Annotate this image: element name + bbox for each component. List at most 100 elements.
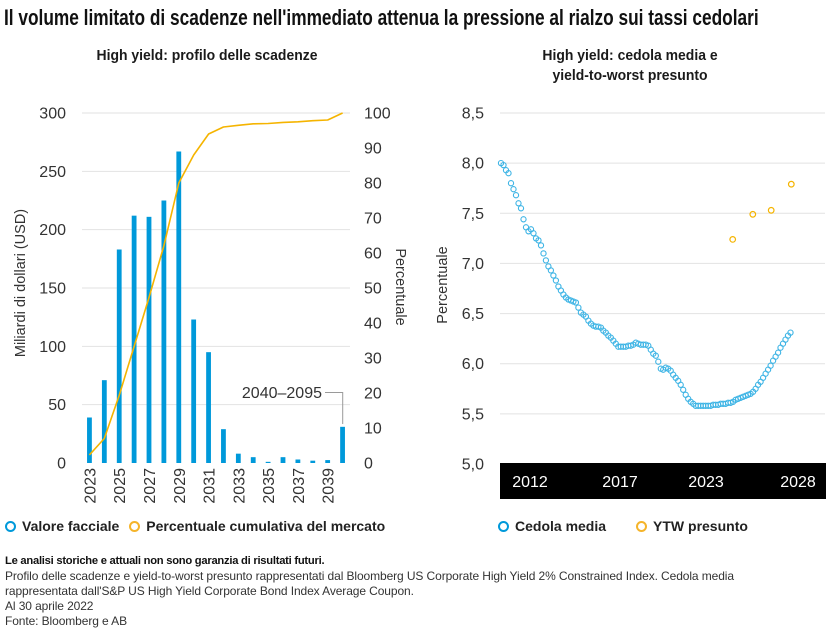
y2-tick-label: 20 [364, 386, 382, 403]
y-tick-label: 7,0 [462, 256, 484, 273]
cumulative-percentage-line [88, 112, 343, 456]
y-tick-label: 250 [39, 164, 66, 181]
x-tick-label: 2033 [231, 468, 248, 504]
coupon-point [550, 272, 557, 279]
x-tick-label: 2028 [780, 474, 816, 491]
ytw-point [787, 180, 795, 188]
bar-2037 [295, 459, 301, 463]
ytw-points [729, 180, 795, 243]
y2-tick-label: 80 [364, 176, 382, 193]
bar-2027 [146, 216, 152, 463]
y-tick-label: 8,0 [462, 156, 484, 173]
coupon-ytw-chart: 2012 2017 2023 2028 5,0 5,5 6,0 6,5 7,0 7,5 8,… [435, 106, 826, 499]
coupon-point [537, 242, 545, 249]
x-axis-band [500, 463, 826, 499]
annotation-2040-2095: 2040–2095 [242, 385, 344, 424]
coupon-point [552, 277, 560, 284]
maturity-profile-chart: 0 50 100 150 200 250 300 0 10 20 30 40 50 60 70 80 90 10… [13, 106, 408, 504]
source: Fonte: Bloomberg e AB [5, 614, 127, 628]
y2-tick-label: 90 [364, 141, 382, 158]
x-tick-label: 2023 [688, 474, 724, 491]
y2-tick-label: 100 [364, 106, 391, 123]
left-y-axis-title: Miliardi di dollari (USD) [13, 209, 29, 357]
coupon-point [542, 257, 550, 264]
coupon-point [515, 200, 522, 207]
bar-2031 [206, 352, 211, 463]
coupon-point [575, 304, 582, 311]
left-gridlines [82, 112, 350, 406]
y-tick-label: 5,0 [462, 457, 484, 474]
y2-tick-label: 0 [364, 456, 373, 473]
coupon-point [520, 216, 527, 223]
y2-tick-label: 70 [364, 211, 382, 228]
footnote-line: Profilo delle scadenze e yield-to-worst … [5, 569, 734, 583]
circle-marker-icon [636, 520, 648, 532]
y-tick-label: 300 [39, 106, 66, 123]
right-chart-y-tick-labels: 5,0 5,5 6,0 6,5 7,0 7,5 8,0 8,5 [462, 106, 484, 474]
y2-tick-label: 50 [364, 281, 382, 298]
y2-tick-label: 30 [364, 351, 382, 368]
x-tick-label: 2029 [172, 468, 189, 504]
right-chart-title-line-1: High yield: cedola media e [542, 47, 718, 64]
annotation-leader-line [325, 392, 344, 424]
coupon-point [505, 170, 512, 177]
charts-canvas: 0 50 100 150 200 250 300 0 10 20 30 40 50 60 70 80 90 10… [13, 106, 826, 504]
y-tick-label: 0 [57, 456, 66, 473]
bar-2025 [116, 249, 122, 463]
legend-label: Cedola media [515, 518, 607, 534]
coupon-point [507, 180, 515, 187]
legend-item-cumulative: Percentuale cumulativa del mercato [129, 518, 385, 534]
footnote-line: rappresentata dall'S&P US High Yield Cor… [5, 584, 414, 598]
y-tick-label: 8,5 [462, 106, 484, 123]
bar-2038 [310, 460, 316, 463]
legend-label: Valore facciale [22, 518, 120, 534]
average-coupon-points [497, 159, 794, 409]
ytw-point [749, 210, 757, 218]
footer-notes: Le analisi storiche e attuali non sono g… [5, 554, 734, 629]
coupon-point [547, 267, 555, 274]
y-tick-label: 50 [48, 397, 66, 414]
bar-2024 [101, 380, 107, 463]
x-tick-label: 2023 [82, 468, 99, 504]
y-tick-label: 200 [39, 222, 66, 239]
legend-item-average-coupon: Cedola media [498, 518, 606, 534]
bar-2029 [176, 151, 182, 463]
page-title: Il volume limitato di scadenze nell'imme… [4, 5, 759, 30]
bar-2034 [250, 457, 256, 463]
bar-2023 [87, 417, 92, 463]
bar-2035 [265, 461, 271, 463]
coupon-point [652, 352, 659, 359]
coupon-point [767, 362, 774, 369]
legend-item-face-value: Valore facciale [5, 518, 119, 534]
coupon-point [512, 192, 520, 199]
x-tick-labels: 2023 2025 2027 2029 2031 2033 2035 2037 2039 [82, 468, 337, 504]
coupon-point [572, 299, 580, 306]
x-tick-label: 2039 [321, 468, 338, 504]
left-legend: Valore facciale Percentuale cumulativa d… [5, 518, 395, 534]
bar-2036 [280, 457, 286, 463]
x-tick-label: 2025 [112, 468, 129, 504]
coupon-point [680, 386, 687, 393]
coupon-point [535, 237, 542, 244]
circle-marker-icon [498, 520, 509, 532]
x-tick-label: 2037 [291, 468, 308, 504]
legend-label: Percentuale cumulativa del mercato [146, 518, 386, 534]
y-tick-label: 6,0 [462, 356, 484, 373]
bar-2032 [221, 429, 226, 463]
disclaimer: Le analisi storiche e attuali non sono g… [5, 555, 325, 567]
coupon-point [540, 250, 547, 257]
coupon-point [530, 230, 537, 237]
annotation-label: 2040–2095 [242, 385, 322, 402]
y-tick-label: 5,5 [462, 406, 484, 423]
right-y-axis-title: Percentuale [392, 248, 408, 325]
y2-tick-label: 40 [364, 316, 382, 333]
bar-2026 [131, 215, 137, 463]
y2-tick-label: 60 [364, 246, 382, 263]
legend-item-ytw: YTW presunto [636, 518, 748, 534]
right-y-tick-labels: 0 10 20 30 40 50 60 70 80 90 100 [364, 106, 391, 473]
left-y-tick-labels: 0 50 100 150 200 250 300 [39, 106, 66, 473]
ytw-point [729, 235, 737, 243]
legend-label: YTW presunto [653, 518, 748, 534]
left-chart-title: High yield: profilo delle scadenze [96, 47, 318, 64]
bar-2030 [191, 319, 197, 463]
